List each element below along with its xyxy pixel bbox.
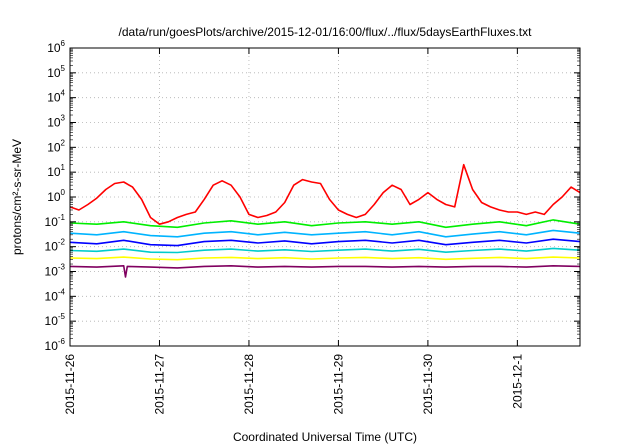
- y-tick-label: 106: [47, 39, 65, 55]
- series-line-1: [69, 163, 581, 225]
- axis-ticks: [69, 47, 580, 347]
- x-tick-label: 2015-11-26: [63, 354, 77, 415]
- series-line-4: [69, 238, 581, 247]
- series-line-3: [69, 229, 581, 238]
- series-line-5: [69, 247, 581, 254]
- y-tick-label: 100: [47, 188, 65, 204]
- y-tick-label: 10-1: [45, 213, 66, 229]
- grid-lines: [70, 48, 580, 346]
- x-tick-label: 2015-11-29: [331, 354, 345, 415]
- y-tick-label: 105: [47, 64, 65, 80]
- series-line-2: [69, 219, 581, 229]
- y-tick-label: 103: [47, 114, 65, 130]
- y-axis-label: protons/cm²-s-sr-MeV: [10, 139, 24, 255]
- x-tick-label: 2015-11-27: [152, 354, 166, 415]
- x-axis-label: Coordinated Universal Time (UTC): [233, 430, 417, 444]
- x-tick-label: 2015-11-30: [421, 354, 435, 415]
- y-tick-label: 102: [47, 138, 65, 154]
- y-tick-label: 101: [47, 163, 65, 179]
- y-tick-label: 10-6: [45, 337, 66, 353]
- y-tick-label: 10-4: [45, 287, 66, 303]
- y-tick-labels: 10-6 10-5 10-4 10-3 10-2 10-1 100 101 102 103 104 1…: [45, 39, 66, 353]
- y-tick-label: 104: [47, 89, 65, 105]
- y-tick-label: 10-3: [45, 263, 66, 279]
- series-line-7: [69, 264, 581, 278]
- y-tick-label: 10-5: [45, 312, 66, 328]
- x-tick-label: 2015-12-1: [510, 354, 524, 409]
- y-tick-label: 10-2: [45, 238, 66, 254]
- x-tick-label: 2015-11-28: [242, 354, 256, 415]
- x-tick-labels: 2015-11-26 2015-11-27 2015-11-28 2015-11-29…: [63, 354, 524, 415]
- chart-title: /data/run/goesPlots/archive/2015-12-01/1…: [119, 25, 533, 39]
- series-line-6: [69, 256, 581, 261]
- series-lines: [69, 163, 581, 278]
